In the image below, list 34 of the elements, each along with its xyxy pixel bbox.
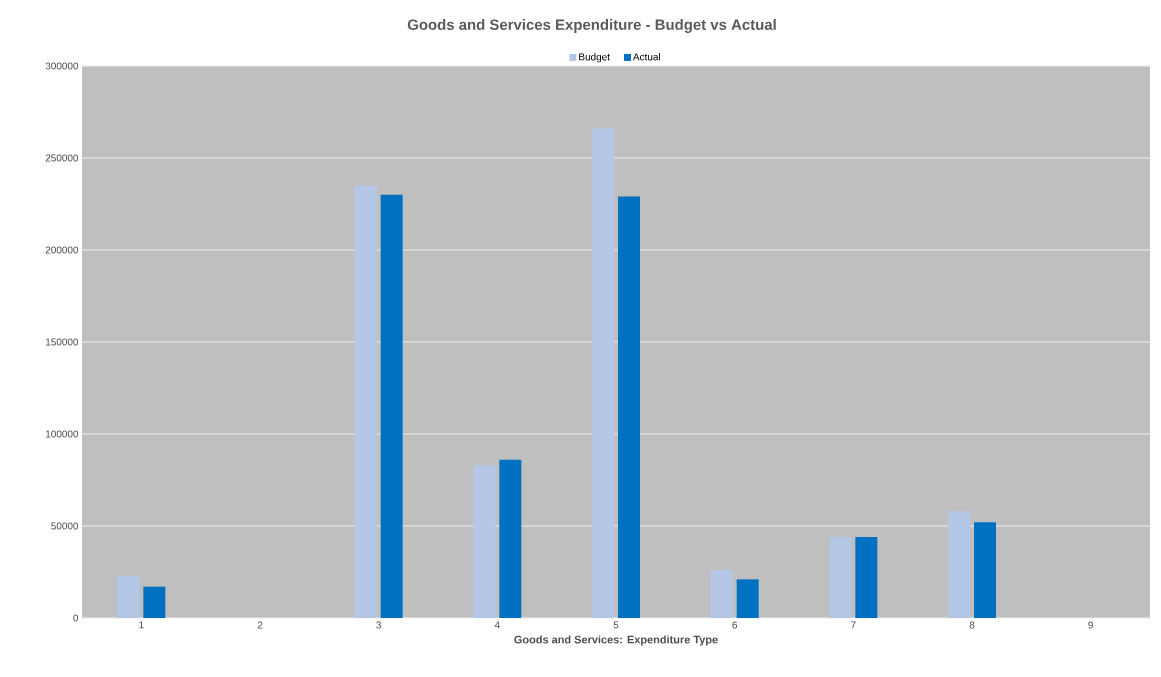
chart-title: Goods and Services Expenditure - Budget vs Actual [407, 18, 776, 33]
bar [380, 194, 403, 618]
x-tick-label: 3 [376, 621, 382, 629]
x-tick-label: 5 [613, 621, 619, 629]
bar [974, 522, 996, 618]
bar [354, 185, 377, 618]
x-tick-label: 6 [732, 621, 738, 629]
y-tick-label: 200000 [45, 246, 79, 254]
bar [592, 128, 614, 618]
bar [829, 537, 852, 618]
x-tick-label: 4 [494, 621, 500, 629]
bar [855, 537, 878, 618]
bar [473, 465, 496, 618]
bar [143, 586, 166, 618]
x-tick-label: 9 [1088, 621, 1093, 629]
y-tick-label: 300000 [45, 62, 79, 70]
bar [117, 575, 140, 618]
y-tick-label: 50000 [51, 522, 79, 530]
x-tick-label: 7 [851, 621, 856, 629]
y-tick-label: 100000 [46, 430, 79, 438]
bar [948, 511, 970, 618]
y-tick-label: 150000 [46, 338, 79, 346]
y-tick-label: 250000 [45, 154, 79, 162]
x-axis-title: Goods and Services: Expenditure Type [514, 635, 718, 646]
y-tick-label: 0 [73, 614, 79, 622]
bar [710, 570, 733, 618]
x-tick-label: 2 [257, 621, 263, 629]
bar [736, 579, 759, 618]
legend-label: Actual [632, 53, 660, 61]
bar [618, 196, 640, 618]
bar [499, 459, 522, 618]
legend-label: Budget [579, 53, 610, 63]
x-tick-label: 8 [969, 621, 975, 629]
x-tick-label: 1 [139, 621, 144, 629]
